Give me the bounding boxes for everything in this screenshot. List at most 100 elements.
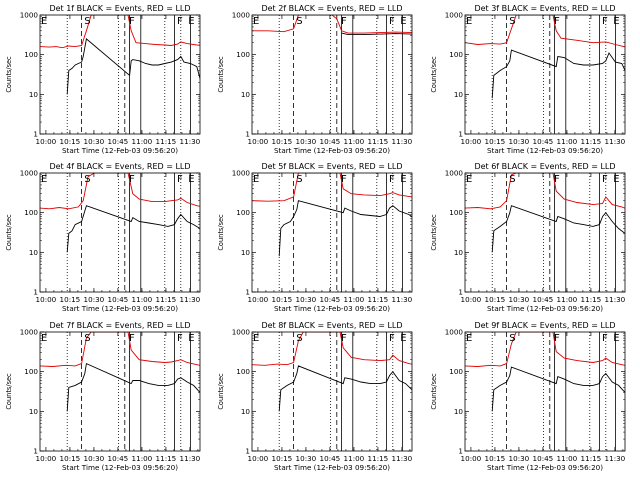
x-tick-label: 10:30 — [84, 295, 105, 304]
y-tick-label: 1000 — [232, 11, 251, 20]
marker-s: S — [509, 174, 515, 185]
x-tick-label: 10:00 — [461, 137, 482, 146]
y-tick-label: 100 — [236, 208, 250, 217]
y-tick-label: 10 — [454, 248, 464, 257]
x-tick-label: 10:45 — [320, 295, 341, 304]
x-tick-label: 10:45 — [108, 295, 129, 304]
x-tick-label: 11:15 — [581, 137, 602, 146]
lld-series-line — [40, 15, 200, 49]
axes-frame — [251, 331, 413, 452]
panel-title: Det 4f BLACK = Events, RED = LLD — [49, 162, 190, 171]
y-tick-label: 100 — [449, 50, 463, 59]
x-tick-label: 10:00 — [248, 454, 269, 463]
x-axis-label: Start Time (12-Feb-03 09:56:20) — [274, 304, 390, 313]
panel-title: Det 2f BLACK = Events, RED = LLD — [261, 4, 402, 13]
y-tick-label: 10 — [29, 248, 39, 257]
x-tick-label: 11:00 — [132, 137, 153, 146]
marker-f: F — [602, 333, 608, 344]
x-tick-label: 10:45 — [533, 137, 554, 146]
marker-s: S — [296, 333, 302, 344]
x-tick-label: 10:15 — [485, 295, 506, 304]
x-tick-label: 10:00 — [461, 454, 482, 463]
marker-f: F — [389, 16, 395, 27]
axes-frame — [464, 172, 626, 293]
marker-f: F — [129, 333, 135, 344]
x-tick-label: 10:30 — [509, 137, 530, 146]
x-axis-label: Start Time (12-Feb-03 09:56:20) — [487, 146, 603, 155]
x-tick-label: 11:15 — [581, 454, 602, 463]
marker-s: S — [509, 16, 515, 27]
x-tick-label: 10:15 — [272, 454, 293, 463]
y-tick-label: 100 — [236, 50, 250, 59]
x-axis-label: Start Time (12-Feb-03 09:56:20) — [62, 304, 178, 313]
x-axis-label: Start Time (12-Feb-03 09:56:20) — [62, 463, 178, 472]
panel-title: Det 3f BLACK = Events, RED = LLD — [474, 4, 615, 13]
x-axis-label: Start Time (12-Feb-03 09:56:20) — [487, 463, 603, 472]
x-tick-label: 10:15 — [485, 454, 506, 463]
y-tick-label: 100 — [449, 367, 463, 376]
marker-e: E — [613, 16, 619, 27]
marker-e: E — [466, 333, 472, 344]
y-axis-label: Counts/sec — [217, 373, 225, 410]
y-tick-label: 10 — [241, 248, 251, 257]
x-tick-label: 11:30 — [180, 137, 201, 146]
x-tick-label: 10:00 — [248, 295, 269, 304]
x-tick-label: 10:00 — [36, 137, 57, 146]
y-tick-label: 1 — [33, 130, 38, 139]
y-tick-label: 10 — [29, 407, 39, 416]
y-tick-label: 10 — [454, 407, 464, 416]
x-tick-label: 11:15 — [368, 137, 389, 146]
panel-title: Det 6f BLACK = Events, RED = LLD — [474, 162, 615, 171]
events-series-line — [491, 366, 625, 412]
x-tick-label: 10:15 — [485, 137, 506, 146]
y-axis-label: Counts/sec — [217, 56, 225, 93]
panel-title: Det 9f BLACK = Events, RED = LLD — [474, 321, 615, 330]
y-tick-label: 10 — [454, 90, 464, 99]
marker-e: E — [466, 16, 472, 27]
y-axis-label: Counts/sec — [5, 56, 13, 93]
marker-f: F — [341, 174, 347, 185]
x-tick-label: 10:00 — [36, 295, 57, 304]
marker-f: F — [129, 174, 135, 185]
events-series-line — [491, 205, 625, 253]
x-tick-label: 11:15 — [156, 295, 177, 304]
x-tick-label: 11:30 — [605, 295, 626, 304]
marker-e: E — [188, 333, 194, 344]
x-tick-label: 10:45 — [108, 137, 129, 146]
marker-e: E — [41, 174, 47, 185]
marker-e: E — [613, 174, 619, 185]
marker-f: F — [554, 333, 560, 344]
x-tick-label: 11:00 — [344, 295, 365, 304]
marker-f: F — [389, 174, 395, 185]
y-tick-label: 1000 — [20, 169, 39, 178]
axes-frame — [251, 172, 413, 293]
y-axis-label: Counts/sec — [430, 214, 438, 251]
x-tick-label: 10:15 — [272, 295, 293, 304]
lld-series-line — [252, 332, 412, 366]
x-tick-label: 10:30 — [296, 137, 317, 146]
x-tick-label: 10:15 — [272, 137, 293, 146]
x-tick-label: 11:15 — [156, 454, 177, 463]
axes-frame — [251, 14, 413, 135]
y-tick-label: 100 — [24, 208, 38, 217]
y-tick-label: 1 — [458, 288, 463, 297]
marker-e: E — [466, 174, 472, 185]
x-tick-label: 11:15 — [581, 295, 602, 304]
axes-frame — [39, 331, 201, 452]
panel-8: Det 8f BLACK = Events, RED = LLD 10:00 10:… — [217, 321, 413, 472]
x-tick-label: 10:30 — [84, 454, 105, 463]
panel-title: Det 8f BLACK = Events, RED = LLD — [261, 321, 402, 330]
x-axis-label: Start Time (12-Feb-03 09:56:20) — [274, 463, 390, 472]
marker-f: F — [602, 16, 608, 27]
events-series-line — [491, 49, 625, 99]
axes-frame — [464, 331, 626, 452]
y-tick-label: 1 — [245, 130, 250, 139]
lld-series-line — [40, 173, 200, 210]
x-tick-label: 10:45 — [533, 454, 554, 463]
marker-f: F — [554, 16, 560, 27]
y-tick-label: 1000 — [232, 328, 251, 337]
